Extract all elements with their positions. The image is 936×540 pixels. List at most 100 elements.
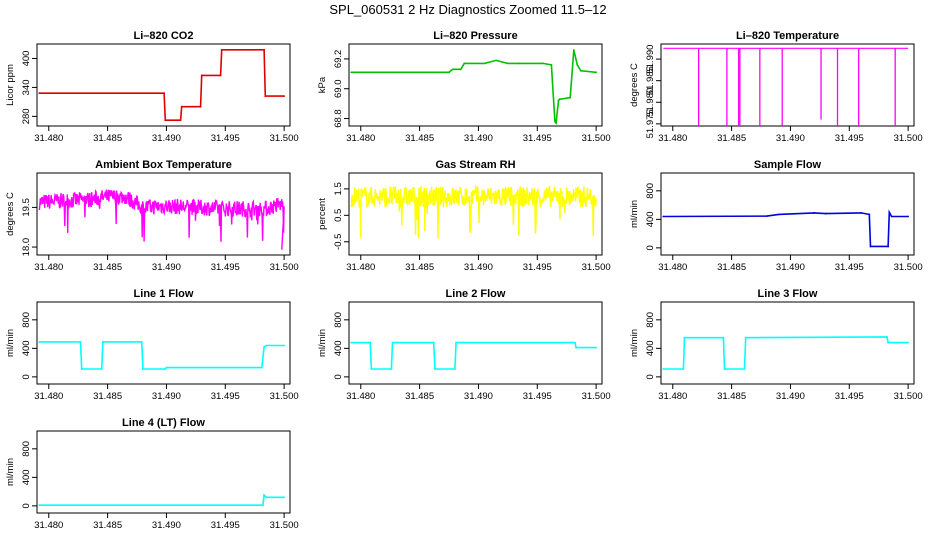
y-tick-label: 1.5 [333, 182, 344, 195]
plot-frame [36, 43, 291, 127]
y-tick-label: 400 [21, 51, 32, 67]
chart-panel: Line 3 Flow 31.480 31.485 31.490 31.495 31.50… [629, 288, 923, 402]
data-series-line [39, 493, 285, 507]
data-point [572, 49, 575, 51]
data-point [80, 368, 83, 370]
data-point [595, 346, 598, 349]
x-tick-label: 31.480 [658, 262, 687, 273]
figure-title: SPL_060531 2 Hz Diagnostics Zoomed 11.5–… [329, 2, 607, 17]
chart-title: Li–820 CO2 [134, 30, 194, 42]
plot-area [350, 49, 598, 126]
y-tick-label: 280 [21, 108, 32, 124]
x-tick-label: 31.495 [211, 262, 240, 273]
y-tick-label: 0 [645, 374, 656, 379]
plot-frame [36, 172, 291, 256]
x-tick-label: 31.500 [894, 133, 923, 144]
data-point [260, 366, 263, 369]
plot-area [38, 493, 286, 507]
data-point [454, 368, 456, 370]
data-series-line [351, 341, 597, 370]
data-point [38, 92, 41, 95]
y-tick-label: 0 [645, 245, 656, 250]
chart-panel: Line 2 Flow 31.480 31.485 31.490 31.495 31.50… [317, 288, 611, 402]
x-tick-label: 31.500 [270, 133, 299, 144]
x-tick-label: 31.490 [464, 391, 493, 402]
chart-panel: Ambient Box Temperature 31.480 31.485 31.49… [5, 159, 299, 273]
plot-area [350, 184, 597, 239]
data-point [576, 63, 579, 66]
y-tick-label: 400 [21, 469, 32, 485]
chart-panel: Li–820 Temperature 31.480 31.485 31.490 31.4… [629, 30, 923, 144]
data-point [140, 341, 143, 343]
plot-area [662, 209, 910, 248]
x-tick-label: 31.490 [776, 391, 805, 402]
data-point [744, 336, 747, 339]
data-point [180, 105, 183, 108]
plot-frame [348, 172, 603, 256]
data-point [555, 122, 558, 124]
y-tick-label: 800 [333, 312, 344, 328]
data-point [888, 211, 891, 214]
data-point [165, 366, 168, 369]
chart-panel: Line 4 (LT) Flow 31.480 31.485 31.490 31.495… [5, 417, 299, 531]
data-point [495, 59, 497, 62]
y-tick-label: 400 [333, 340, 344, 356]
y-tick-label: 51.980 [645, 88, 656, 117]
y-axis-label: ml/min [317, 329, 328, 357]
x-tick-label: 31.480 [34, 262, 63, 273]
x-tick-label: 31.480 [658, 133, 687, 144]
data-point [683, 336, 686, 339]
x-tick-label: 31.490 [776, 262, 805, 273]
data-point [390, 368, 393, 370]
x-tick-label: 31.490 [152, 262, 181, 273]
y-tick-label: 68.8 [333, 109, 344, 128]
data-point [200, 74, 203, 77]
y-tick-label: 69.0 [333, 79, 344, 98]
data-point [164, 119, 167, 122]
x-tick-label: 31.500 [582, 133, 611, 144]
x-tick-label: 31.485 [717, 262, 746, 273]
x-tick-label: 31.495 [523, 262, 552, 273]
data-series-line [350, 184, 597, 239]
plot-area [662, 336, 910, 370]
x-tick-label: 31.490 [464, 262, 493, 273]
y-tick-label: 340 [21, 79, 32, 95]
plot-frame [348, 43, 603, 127]
data-point [575, 346, 578, 349]
data-point [557, 99, 560, 102]
data-point [220, 48, 223, 51]
x-tick-label: 31.485 [405, 391, 434, 402]
chart-title: Sample Flow [754, 159, 822, 171]
y-tick-label: 400 [645, 211, 656, 227]
chart-title: Gas Stream RH [435, 159, 515, 171]
chart-panel: Li–820 Pressure 31.480 31.485 31.490 31.495 3… [317, 30, 611, 144]
data-point [100, 368, 103, 370]
x-tick-label: 31.485 [93, 133, 122, 144]
y-axis-label: kPa [317, 76, 328, 93]
plot-area [350, 341, 598, 370]
data-point [554, 120, 556, 123]
data-point [662, 368, 665, 370]
chart-title: Li–820 Pressure [433, 30, 517, 42]
data-point [890, 215, 893, 218]
data-point [483, 62, 486, 65]
plot-area [38, 341, 286, 370]
y-axis-label: ml/min [629, 329, 640, 357]
x-tick-label: 31.490 [152, 133, 181, 144]
chart-title: Line 4 (LT) Flow [122, 417, 205, 429]
x-tick-label: 31.500 [270, 520, 299, 531]
data-point [595, 71, 598, 74]
data-point [455, 341, 457, 344]
x-tick-label: 31.490 [152, 520, 181, 531]
plot-frame [660, 172, 915, 256]
y-axis-label: percent [317, 198, 328, 230]
chart-title: Li–820 Temperature [736, 30, 839, 42]
x-tick-label: 31.495 [835, 262, 864, 273]
x-tick-label: 31.480 [658, 391, 687, 402]
data-point [432, 341, 435, 344]
data-point [434, 368, 436, 370]
chart-title: Line 3 Flow [758, 288, 818, 300]
x-tick-label: 31.495 [211, 133, 240, 144]
data-point [743, 368, 746, 370]
y-tick-label: 51.990 [645, 45, 656, 74]
